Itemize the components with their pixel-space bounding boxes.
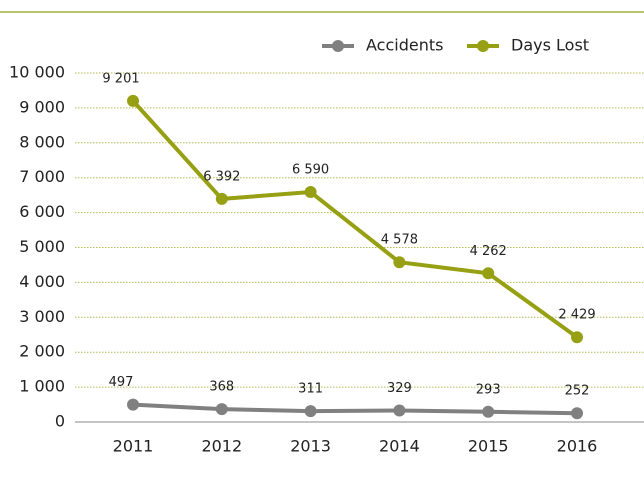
data-label: 329 bbox=[387, 381, 412, 396]
legend-label: Days Lost bbox=[511, 36, 589, 55]
data-point bbox=[127, 94, 139, 107]
y-tick-label: 8 000 bbox=[19, 132, 65, 151]
x-tick-label: 2012 bbox=[201, 437, 242, 456]
data-point bbox=[482, 405, 495, 418]
y-tick-label: 6 000 bbox=[19, 202, 65, 221]
data-point bbox=[393, 404, 406, 417]
y-tick-label: 0 bbox=[55, 412, 65, 431]
data-label: 9 201 bbox=[102, 71, 139, 86]
data-point bbox=[304, 405, 317, 418]
data-label: 4 262 bbox=[470, 244, 507, 259]
data-point bbox=[571, 407, 583, 420]
legend-marker bbox=[477, 40, 489, 52]
data-point bbox=[571, 331, 583, 344]
data-label: 497 bbox=[109, 375, 134, 390]
data-point bbox=[127, 398, 139, 411]
data-label: 6 590 bbox=[292, 163, 329, 178]
data-label: 2 429 bbox=[558, 308, 595, 323]
y-tick-label: 1 000 bbox=[19, 377, 65, 396]
y-tick-label: 2 000 bbox=[19, 342, 65, 361]
legend-marker bbox=[332, 40, 344, 52]
data-point bbox=[215, 403, 228, 416]
data-label: 6 392 bbox=[203, 169, 240, 184]
data-label: 368 bbox=[209, 380, 234, 395]
data-label: 293 bbox=[476, 382, 501, 397]
data-point bbox=[393, 256, 406, 269]
series-line bbox=[132, 402, 578, 416]
data-label: 4 578 bbox=[381, 233, 418, 248]
series-line bbox=[131, 99, 579, 339]
data-point bbox=[482, 267, 495, 280]
data-point bbox=[215, 192, 228, 205]
data-label: 252 bbox=[565, 384, 590, 399]
y-tick-label: 5 000 bbox=[19, 237, 65, 256]
x-tick-label: 2011 bbox=[113, 437, 154, 456]
y-tick-label: 4 000 bbox=[19, 272, 65, 291]
x-tick-label: 2016 bbox=[557, 437, 598, 456]
y-tick-label: 9 000 bbox=[19, 97, 65, 116]
x-tick-label: 2014 bbox=[379, 437, 420, 456]
x-tick-label: 2015 bbox=[468, 437, 509, 456]
legend-label: Accidents bbox=[366, 36, 443, 55]
x-tick-label: 2013 bbox=[290, 437, 331, 456]
data-label: 311 bbox=[298, 382, 323, 397]
data-point bbox=[304, 186, 317, 199]
y-tick-label: 10 000 bbox=[9, 63, 65, 82]
y-tick-label: 7 000 bbox=[19, 167, 65, 186]
y-tick-label: 3 000 bbox=[19, 307, 65, 326]
